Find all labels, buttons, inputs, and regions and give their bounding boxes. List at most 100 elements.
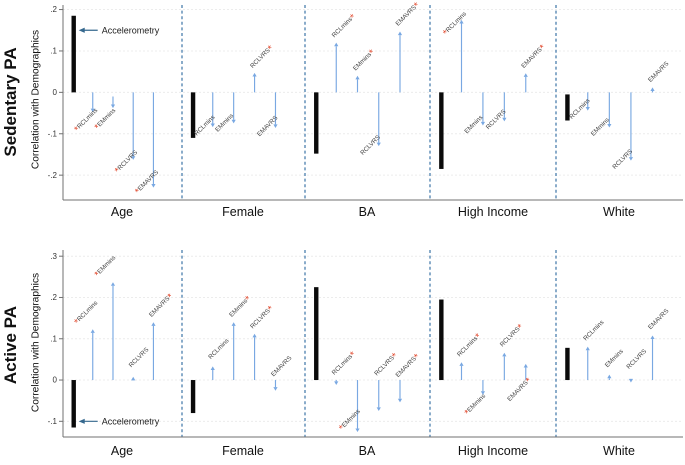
y-axis-label-bottom: Correlation with Demographics (30, 272, 42, 413)
sig-star: * (133, 187, 144, 198)
measure-label: *RCLmins (441, 10, 470, 39)
measure-arrowhead (376, 407, 381, 411)
measure-arrowhead (231, 322, 236, 326)
row-title-sedentary-pa: Sedentary PA (1, 47, 20, 157)
measure-arrowhead (334, 381, 339, 385)
measure-arrowhead (376, 142, 381, 147)
accelerometry-bar (439, 92, 444, 169)
measure-label: EMAVRS (647, 60, 670, 83)
measure-label: *RCLVRS (113, 148, 141, 176)
measure-arrowhead (480, 391, 486, 395)
measure-label: EMAVRS* (147, 292, 176, 321)
accelerometry-bar (314, 92, 319, 154)
measure-arrowhead (252, 72, 257, 77)
sig-star: * (441, 28, 452, 39)
measure-label: EMmins (463, 114, 484, 135)
accelerometry-bar (190, 380, 196, 414)
measure-arrowhead (502, 117, 507, 122)
y-tick-label: 0 (53, 88, 58, 97)
measure-arrowhead (273, 387, 278, 391)
sig-star: * (244, 294, 255, 305)
y-tick-label: 0 (53, 376, 58, 385)
measure-arrowhead (210, 123, 215, 128)
measure-arrowhead (397, 31, 403, 36)
sig-star: * (337, 423, 348, 434)
measure-arrowhead (480, 121, 486, 126)
accelerometry-annotation-arrowhead (78, 27, 85, 33)
measure-label: *EMmins (337, 407, 364, 434)
measure-arrowhead (650, 87, 655, 91)
measure-label: *RCLmins (73, 299, 102, 328)
category-label-female: Female (222, 205, 264, 219)
measure-arrowhead (397, 398, 403, 403)
sig-star: * (412, 352, 423, 363)
sig-star: * (516, 322, 527, 333)
y-tick-label: .1 (50, 334, 57, 343)
sig-star: * (367, 48, 378, 59)
category-label-age: Age (110, 205, 134, 219)
measure-label: RCLVRS* (248, 304, 276, 332)
category-label-white: White (603, 205, 635, 219)
sig-star: * (113, 166, 124, 177)
measure-label: EMAVRS (647, 308, 670, 331)
measure-arrowhead (90, 329, 95, 333)
measure-arrowhead (110, 282, 116, 286)
measure-arrowhead (650, 335, 655, 340)
category-label-ba: BA (358, 444, 376, 458)
measure-arrowhead (355, 75, 360, 80)
measure-arrowhead (523, 73, 528, 77)
measure-arrowhead (628, 378, 634, 383)
measure-label: RCLmins* (330, 12, 359, 41)
sig-star: * (412, 1, 423, 12)
y-tick-label: .1 (50, 47, 57, 56)
sig-star: * (73, 125, 84, 136)
measure-arrowhead (151, 183, 156, 188)
measure-label: EMmins* (227, 294, 254, 321)
measure-label: *EMmins (463, 392, 490, 419)
measure-label: EMAVRS* (394, 1, 423, 30)
measure-arrowhead (210, 366, 215, 371)
category-label-ba: BA (358, 205, 376, 219)
measure-arrowhead (252, 333, 257, 338)
accelerometry-annotation-label: Accelerometry (102, 416, 160, 426)
sig-star: * (348, 350, 359, 361)
sig-star: * (166, 292, 177, 303)
measure-label: EMmins (214, 112, 235, 133)
y-tick-label: .2 (50, 293, 57, 302)
category-label-high-income: High Income (457, 205, 529, 219)
measure-arrowhead (231, 119, 236, 124)
sig-star: * (93, 123, 104, 134)
y-tick-label: .2 (50, 5, 57, 14)
measure-label: RCLmins* (330, 350, 359, 379)
accelerometry-bar (565, 347, 570, 381)
accelerometry-bar (71, 380, 76, 428)
accelerometry-bar (565, 94, 570, 121)
measure-label: RCLmins (207, 338, 230, 361)
measure-arrowhead (628, 157, 634, 161)
category-label-high-income: High Income (457, 444, 529, 458)
sig-star: * (463, 408, 474, 419)
measure-label: EMAVRS (270, 355, 293, 378)
measure-arrowhead (151, 322, 156, 326)
measure-label: EMAVRS* (520, 43, 549, 72)
measure-arrowhead (110, 104, 116, 109)
measure-arrowhead (607, 374, 612, 379)
measure-label: RCLVRS (625, 348, 648, 371)
sig-star: * (348, 12, 359, 23)
sig-star: * (524, 376, 535, 387)
accelerometry-bar (71, 15, 76, 93)
y-tick-label: .3 (50, 252, 57, 261)
sig-star: * (73, 317, 84, 328)
measure-arrowhead (90, 108, 95, 113)
accelerometry-annotation-label: Accelerometry (102, 25, 160, 35)
measure-arrowhead (334, 42, 339, 47)
sig-star: * (266, 304, 277, 315)
accelerometry-bar (314, 287, 319, 381)
measure-arrowhead (459, 19, 464, 24)
measure-arrowhead (585, 346, 590, 351)
measure-arrowhead (355, 428, 360, 433)
measure-arrowhead (131, 376, 136, 381)
y-tick-label: -.2 (48, 171, 58, 180)
